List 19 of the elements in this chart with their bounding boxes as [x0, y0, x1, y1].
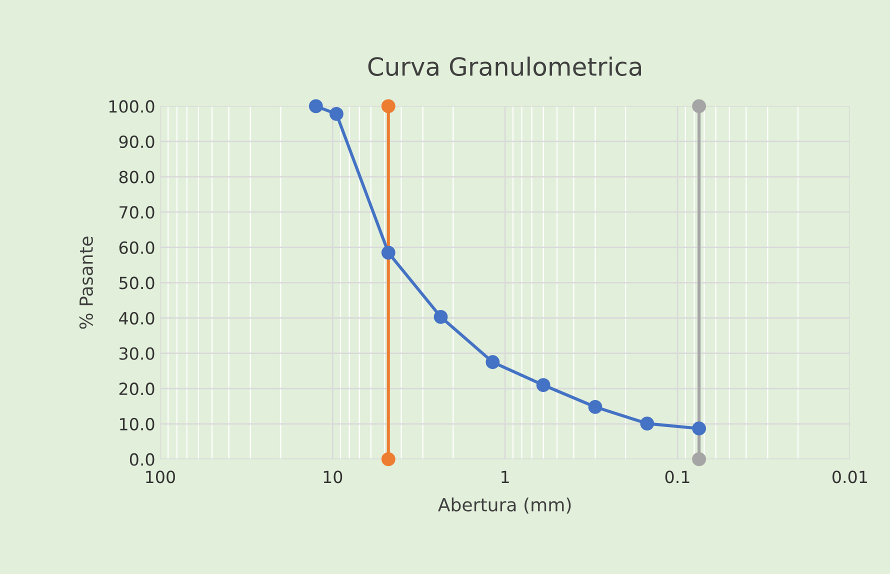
y-tick-label: 100.0	[109, 100, 154, 113]
y-tick-label: 10.0	[120, 418, 154, 430]
x-tick-label: 0.1	[665, 470, 690, 484]
y-tick-label: 30.0	[120, 347, 154, 360]
x-tick-label: 0.01	[832, 470, 867, 484]
x-axis-title: Abertura (mm)	[438, 498, 571, 514]
y-tick-label: 20.0	[119, 382, 154, 396]
y-axis-title: % Pasante	[79, 236, 94, 329]
y-tick-label: 0.0	[130, 453, 154, 466]
y-tick-label: 60.0	[119, 241, 154, 254]
y-tick-label: 70.0	[120, 206, 154, 219]
y-tick-label: 80.0	[119, 170, 154, 184]
x-tick-label: 100	[146, 470, 175, 484]
x-tick-label: 1	[502, 470, 509, 483]
y-tick-label: 50.0	[120, 276, 154, 290]
x-tick-label: 10	[324, 470, 342, 484]
chart-title: Curva Granulometrica	[368, 56, 641, 76]
y-tick-label: 90.0	[119, 135, 154, 148]
y-tick-label: 40.0	[119, 312, 154, 325]
